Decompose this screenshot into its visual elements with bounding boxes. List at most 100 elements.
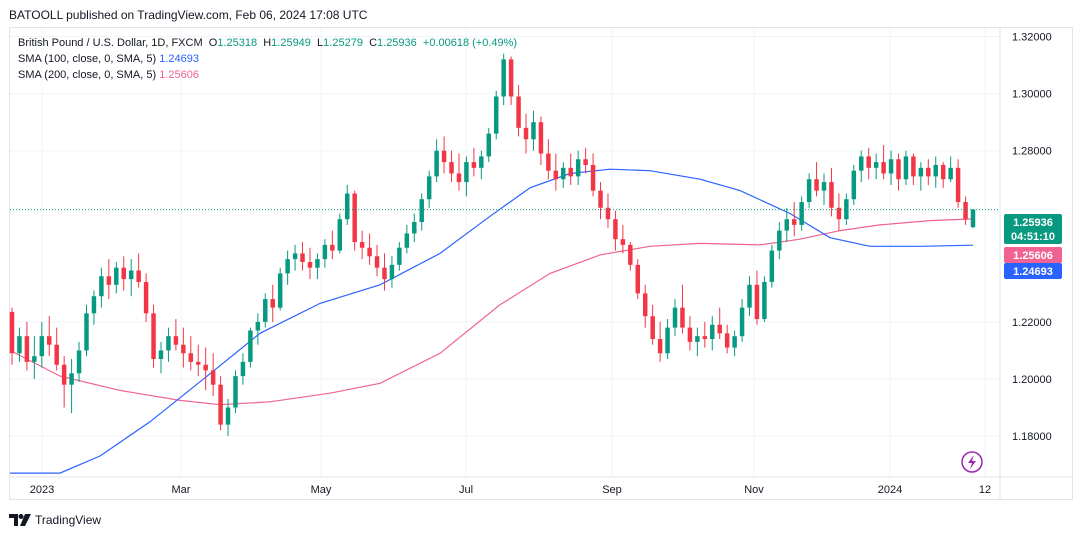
candle-body <box>687 327 693 342</box>
candle-body <box>143 281 149 314</box>
candle-body <box>501 59 506 97</box>
candle-body <box>359 242 365 248</box>
candle <box>710 316 715 351</box>
candle <box>940 162 946 188</box>
candle-body <box>9 311 15 354</box>
candle <box>456 153 462 191</box>
candle <box>553 153 559 191</box>
candle-body <box>188 353 194 362</box>
sma200-tag-text: 1.25606 <box>1013 250 1053 262</box>
sma200-label: SMA (200, close, 0, SMA, 5) <box>18 69 157 81</box>
candle-body <box>628 244 633 265</box>
candle-body <box>896 159 901 180</box>
candle-body <box>710 324 715 340</box>
candle <box>561 162 566 188</box>
candle-body <box>158 350 164 360</box>
candle <box>434 139 439 183</box>
candle <box>359 230 365 260</box>
candle-body <box>173 336 179 345</box>
candle-body <box>724 333 730 348</box>
candle-body <box>136 270 141 282</box>
candle <box>769 244 775 288</box>
candle <box>747 276 752 317</box>
candle <box>218 376 223 431</box>
y-tick-label: 1.18000 <box>1012 431 1052 443</box>
candle-body <box>680 307 685 328</box>
candle <box>888 150 894 185</box>
candle-body <box>732 336 737 348</box>
candle-body <box>918 167 924 177</box>
candle <box>918 162 924 191</box>
candle <box>91 290 97 325</box>
x-tick-label: Mar <box>172 484 191 496</box>
candle <box>642 284 648 328</box>
tradingview-brand[interactable]: TradingView <box>9 513 101 527</box>
low-value: 1.25279 <box>323 37 363 49</box>
candle <box>583 147 588 174</box>
x-tick-label: Jul <box>459 484 473 496</box>
candle <box>412 213 417 243</box>
candle <box>687 316 693 351</box>
candle <box>322 239 328 268</box>
candle-body <box>47 336 52 345</box>
candle <box>754 270 760 325</box>
candle <box>866 147 871 180</box>
candle-body <box>873 162 879 168</box>
y-tick-label: 1.22000 <box>1012 317 1052 329</box>
candle <box>590 153 596 197</box>
legend-ohlc-row: British Pound / U.S. Dollar, 1D, FXCM O1… <box>18 37 518 49</box>
candle <box>292 244 298 271</box>
candle-body <box>374 256 380 268</box>
candle-body <box>642 293 648 317</box>
candle <box>903 150 909 185</box>
candle <box>821 173 827 205</box>
candle-body <box>836 207 842 220</box>
legend-sma100-row[interactable]: SMA (100, close, 0, SMA, 5) 1.24693 <box>18 51 517 67</box>
candle <box>285 250 290 285</box>
candle <box>39 321 45 368</box>
candle-body <box>315 259 320 268</box>
candle <box>69 359 74 414</box>
candle <box>739 299 745 342</box>
candle <box>672 299 678 337</box>
candle-body <box>508 59 514 97</box>
open-value: 1.25318 <box>217 37 258 49</box>
candle-body <box>464 162 469 183</box>
chart-frame[interactable] <box>9 27 1073 500</box>
x-tick-label: Nov <box>744 484 764 496</box>
candle-body <box>471 162 477 168</box>
candle <box>859 150 864 183</box>
candle-body <box>620 239 626 245</box>
candle-body <box>121 267 126 280</box>
last-price-tag-text: 04:51:10 <box>1011 231 1055 243</box>
candle-body <box>493 96 499 134</box>
candle-body <box>456 173 462 183</box>
candle-body <box>531 122 536 140</box>
candle-body <box>970 209 976 228</box>
candle <box>203 347 208 391</box>
candle-body <box>426 176 432 200</box>
candle <box>911 153 916 185</box>
candle-body <box>657 339 663 354</box>
sma200-tag-bg <box>1004 247 1062 263</box>
candle <box>635 259 641 300</box>
candle-body <box>404 233 410 248</box>
x-tick-label: Sep <box>602 484 622 496</box>
candle <box>389 256 395 288</box>
candle <box>538 116 544 165</box>
candle <box>240 353 246 385</box>
candle <box>106 259 112 300</box>
candle <box>896 153 901 191</box>
candle-body <box>367 247 372 257</box>
sma100-tag-text: 1.24693 <box>1013 266 1053 278</box>
symbol-name: British Pound / U.S. Dollar, 1D, FXCM <box>18 37 203 49</box>
candle-body <box>255 321 261 331</box>
candle-body <box>181 344 186 354</box>
candle <box>263 293 268 328</box>
lightning-icon[interactable] <box>961 451 983 473</box>
candle <box>575 150 581 185</box>
candle-body <box>903 156 909 180</box>
sma200-line <box>9 218 974 406</box>
legend-sma200-row[interactable]: SMA (200, close, 0, SMA, 5) 1.25606 <box>18 67 517 83</box>
